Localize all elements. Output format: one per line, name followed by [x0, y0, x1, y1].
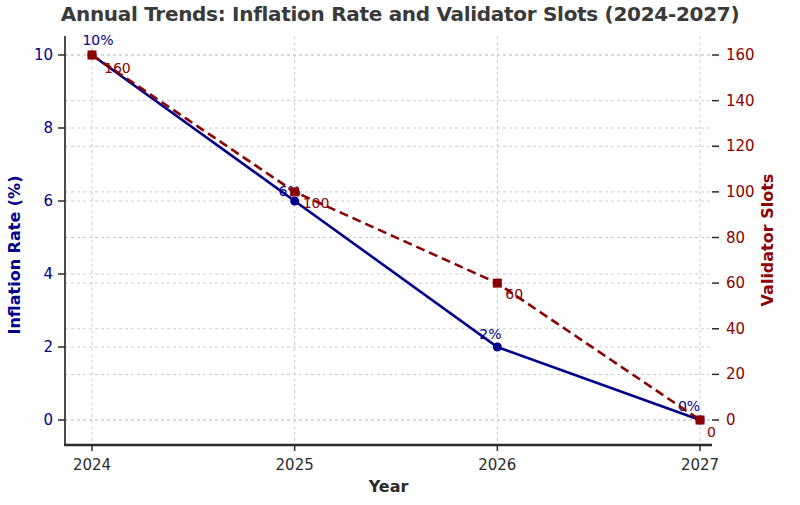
inflation-point-label: 10% — [82, 32, 113, 48]
y-tick-label-left: 6 — [43, 192, 53, 210]
validator-line — [92, 55, 700, 420]
x-tick-label: 2024 — [73, 456, 111, 474]
x-tick-label: 2025 — [276, 456, 314, 474]
y-tick-label-right: 60 — [726, 274, 745, 292]
validator-point-label: 0 — [707, 424, 716, 440]
chart-figure: Annual Trends: Inflation Rate and Valida… — [0, 0, 800, 505]
validator-marker — [696, 416, 705, 425]
x-axis-title: Year — [368, 477, 409, 496]
x-tick-label: 2026 — [478, 456, 516, 474]
validator-marker — [290, 187, 299, 196]
validator-point-label: 100 — [303, 195, 330, 211]
validator-marker — [88, 51, 97, 60]
y-tick-label-left: 4 — [43, 265, 53, 283]
y-tick-label-left: 10 — [34, 46, 53, 64]
y-tick-label-right: 100 — [726, 183, 755, 201]
y-tick-label-right: 160 — [726, 46, 755, 64]
line-chart-canvas: 0246810020406080100120140160202420252026… — [0, 0, 800, 505]
inflation-marker — [493, 343, 502, 352]
right-axis-title: Validator Slots — [758, 174, 777, 307]
validator-marker — [493, 279, 502, 288]
y-tick-label-right: 40 — [726, 320, 745, 338]
y-tick-label-right: 0 — [726, 411, 736, 429]
x-tick-label: 2027 — [681, 456, 719, 474]
y-tick-label-left: 0 — [43, 411, 53, 429]
left-axis-title: Inflation Rate (%) — [5, 176, 24, 335]
y-tick-label-right: 120 — [726, 137, 755, 155]
y-tick-label-right: 140 — [726, 92, 755, 110]
y-tick-label-left: 2 — [43, 338, 53, 356]
y-tick-label-right: 80 — [726, 229, 745, 247]
validator-point-label: 60 — [505, 286, 523, 302]
y-tick-label-left: 8 — [43, 119, 53, 137]
validator-point-label: 160 — [104, 60, 131, 76]
inflation-point-label: 2% — [479, 326, 501, 342]
y-tick-label-right: 20 — [726, 365, 745, 383]
